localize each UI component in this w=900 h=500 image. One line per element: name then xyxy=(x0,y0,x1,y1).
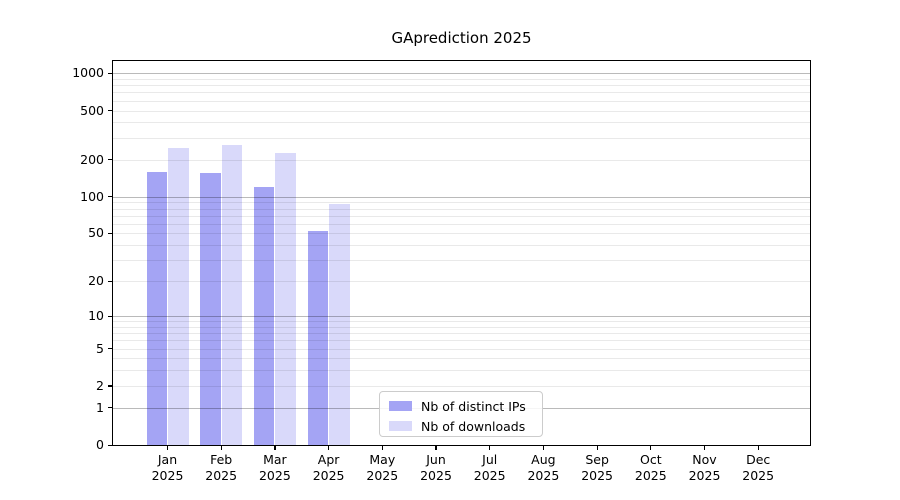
bar-distinct-ips-mar xyxy=(253,186,275,445)
y-tick-label-20: 20 xyxy=(88,273,104,289)
x-tick-label-mar: Mar 2025 xyxy=(258,452,291,483)
legend-label-downloads: Nb of downloads xyxy=(421,418,526,434)
x-tick-label-jan: Jan 2025 xyxy=(151,452,184,483)
bar-distinct-ips-jan xyxy=(146,171,167,445)
gridline-minor xyxy=(113,122,810,124)
legend: Nb of distinct IPs Nb of downloads xyxy=(379,391,543,437)
gridline-minor xyxy=(113,100,810,102)
x-tick xyxy=(166,445,169,450)
gridline-major xyxy=(113,316,810,317)
x-tick xyxy=(381,445,383,450)
gridline-major xyxy=(113,196,810,198)
gridline-minor xyxy=(113,260,810,262)
y-tick xyxy=(108,110,113,112)
gridline-minor xyxy=(113,340,810,342)
gridline-minor xyxy=(113,281,810,283)
y-tick xyxy=(108,444,113,446)
gridline-minor xyxy=(113,385,810,387)
x-tick-label-apr: Apr 2025 xyxy=(312,452,345,483)
y-tick-label-200: 200 xyxy=(80,151,104,167)
gridline-minor xyxy=(113,223,810,225)
y-tick xyxy=(108,72,113,74)
x-tick-label-jun: Jun 2025 xyxy=(420,452,452,483)
y-tick xyxy=(108,315,113,317)
bar-downloads-apr xyxy=(329,204,350,445)
bar-distinct-ips-feb xyxy=(200,173,221,445)
y-tick-label-10: 10 xyxy=(88,308,104,323)
x-tick-label-oct: Oct 2025 xyxy=(634,452,667,483)
gridline-major xyxy=(113,73,810,75)
y-tick-label-500: 500 xyxy=(80,102,104,118)
gridline-minor xyxy=(113,92,810,94)
y-tick-label-0: 0 xyxy=(96,437,104,452)
legend-item-downloads: Nb of downloads xyxy=(389,418,534,434)
gridline-minor xyxy=(113,208,810,210)
y-tick-label-50: 50 xyxy=(88,225,104,241)
x-tick xyxy=(542,445,545,450)
bar-downloads-feb xyxy=(221,144,243,445)
y-tick xyxy=(108,407,113,409)
gridline-minor xyxy=(113,326,810,328)
legend-swatch-downloads xyxy=(389,420,412,432)
legend-swatch-distinct-ips xyxy=(389,400,412,412)
x-tick xyxy=(328,445,330,450)
bar-downloads-mar xyxy=(275,153,296,445)
gridline-minor xyxy=(113,159,810,161)
y-tick-label-1000: 1000 xyxy=(72,65,104,81)
x-tick-label-aug: Aug 2025 xyxy=(527,452,560,483)
x-tick xyxy=(274,445,276,450)
plot-area: Nb of distinct IPs Nb of downloads xyxy=(113,61,810,445)
gridline-minor xyxy=(113,85,810,87)
bar-downloads-jan xyxy=(168,147,189,445)
gridline-minor xyxy=(113,333,810,335)
y-tick xyxy=(108,196,113,198)
gridline-minor xyxy=(113,137,810,139)
gridline-minor xyxy=(113,78,810,80)
gridline-minor xyxy=(113,233,810,235)
y-tick-label-1: 1 xyxy=(96,399,104,415)
x-tick-label-may: May 2025 xyxy=(366,452,399,483)
gridline-minor xyxy=(113,370,810,372)
gridline-minor xyxy=(113,110,810,112)
y-tick xyxy=(108,159,113,161)
x-tick xyxy=(489,445,491,450)
y-tick-label-100: 100 xyxy=(80,188,104,204)
x-tick-label-feb: Feb 2025 xyxy=(205,452,238,483)
x-tick xyxy=(596,445,598,450)
gridline-minor xyxy=(113,348,810,350)
x-tick-label-dec: Dec 2025 xyxy=(742,452,775,483)
y-tick-label-2: 2 xyxy=(96,377,104,393)
x-tick xyxy=(703,445,706,450)
x-tick xyxy=(650,445,652,450)
legend-item-distinct-ips: Nb of distinct IPs xyxy=(389,398,534,414)
gridline-minor xyxy=(113,358,810,360)
y-tick xyxy=(108,348,113,350)
x-tick-label-sep: Sep 2025 xyxy=(581,452,613,483)
x-tick xyxy=(757,445,759,450)
gridline-minor xyxy=(113,321,810,323)
y-tick-label-5: 5 xyxy=(96,340,104,356)
gridline-minor xyxy=(113,202,810,204)
x-tick-label-nov: Nov 2025 xyxy=(688,452,721,483)
x-tick-label-jul: Jul 2025 xyxy=(473,452,506,483)
x-tick xyxy=(435,445,437,450)
chart-title: GAprediction 2025 xyxy=(391,29,532,47)
gridline-minor xyxy=(113,215,810,217)
bar-distinct-ips-apr xyxy=(307,231,329,445)
y-tick xyxy=(108,280,113,282)
y-tick xyxy=(108,385,113,387)
y-tick xyxy=(108,232,113,235)
gridline-minor xyxy=(113,245,810,247)
x-tick xyxy=(220,445,222,450)
legend-label-distinct-ips: Nb of distinct IPs xyxy=(421,398,526,414)
